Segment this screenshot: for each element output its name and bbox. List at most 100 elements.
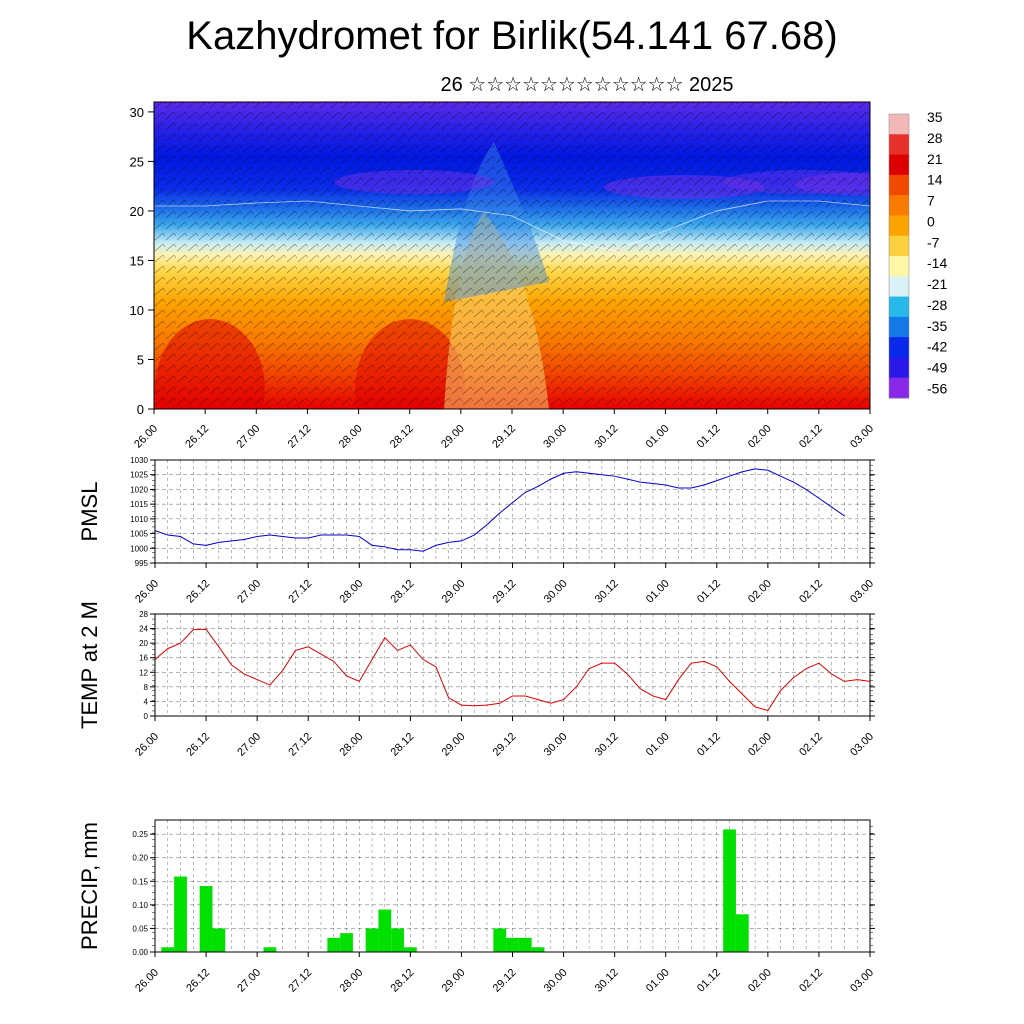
- page-title: Kazhydromet for Birlik(54.141 67.68): [186, 14, 838, 58]
- x-tick-label: 30.12: [593, 731, 621, 759]
- x-tick-label: 01.12: [695, 423, 723, 451]
- y-tick-label: 5: [137, 352, 144, 367]
- colorbar-label: 35: [927, 109, 943, 125]
- x-tick-label: 27.12: [286, 967, 314, 995]
- x-tick-label: 02.00: [746, 423, 774, 451]
- x-tick-label: 26.00: [133, 731, 161, 759]
- colorbar-label: -14: [927, 255, 947, 271]
- x-tick-label: 01.00: [644, 731, 672, 759]
- x-tick-label: 29.00: [439, 423, 467, 451]
- colorbar-swatch: [889, 174, 909, 196]
- colorbar-label: 7: [927, 193, 935, 209]
- precip-bar: [161, 947, 175, 952]
- series-line: [154, 628, 871, 712]
- x-tick-label: 28.00: [337, 578, 365, 606]
- y-tick-label: 8: [144, 683, 149, 692]
- colorbar: 35 28 21 14 7 0 -7 -14 -21 -28 -35 -42 -49 -56: [888, 109, 947, 399]
- heatmap-features: [154, 102, 870, 409]
- panel-frame: [154, 459, 871, 564]
- x-tick-label: 26.12: [184, 967, 212, 995]
- colorbar-swatch: [889, 276, 909, 298]
- y-tick-label: 1010: [130, 515, 148, 524]
- x-tick-label: 27.12: [286, 423, 314, 451]
- x-tick-label: 01.12: [695, 731, 723, 759]
- y-tick-label: 16: [139, 654, 148, 663]
- x-tick-label: 28.12: [389, 578, 417, 606]
- x-tick-label: 26.00: [132, 423, 160, 451]
- precip-bar: [212, 928, 226, 952]
- colorbar-swatch: [889, 215, 909, 237]
- y-tick-label: 0.15: [132, 877, 148, 886]
- x-tick-label: 02.12: [797, 967, 825, 995]
- x-tick-label: 02.00: [746, 967, 774, 995]
- colorbar-swatch: [889, 357, 909, 379]
- x-tick-label: 26.12: [183, 423, 211, 451]
- precip-bar: [365, 928, 379, 952]
- x-tick-label: 26.12: [184, 731, 212, 759]
- precip-panel: 0.00 0.05 0.10 0.15 0.20 0.25 26.00 26.12 27.00 2…: [77, 819, 876, 995]
- x-tick-label: 30.00: [542, 578, 570, 606]
- y-tick-label: 15: [130, 253, 144, 268]
- y-tick-label: 0.10: [132, 901, 148, 910]
- axis-title: TEMP at 2 M: [77, 601, 102, 729]
- x-tick-label: 29.12: [490, 423, 518, 451]
- y-tick-label: 4: [144, 697, 149, 706]
- precip-bar: [735, 914, 749, 952]
- axis-title: PMSL: [77, 482, 102, 542]
- y-tick-label: 0.20: [132, 854, 148, 863]
- y-tick-label: 995: [135, 559, 149, 568]
- tropopause-contour: [154, 200, 870, 251]
- x-tick-label: 27.00: [235, 967, 263, 995]
- pmsl-panel: 995 1000 1005 1010 1015 1020 1025 1030 26.00 26.1…: [77, 456, 876, 606]
- precip-bar: [174, 876, 187, 952]
- precip-bar: [506, 937, 519, 952]
- colorbar-swatch: [889, 154, 909, 176]
- colorbar-swatch: [889, 195, 909, 216]
- x-tick-label: 03.00: [848, 967, 876, 995]
- precip-bar: [723, 829, 736, 952]
- precip-bar: [531, 947, 545, 952]
- precip-bar: [327, 937, 341, 952]
- x-tick-label: 29.00: [440, 967, 468, 995]
- precip-bar: [340, 933, 353, 952]
- x-tick-label: 02.00: [746, 578, 774, 606]
- precip-bar: [199, 886, 213, 952]
- y-tick-label: 1015: [130, 500, 148, 509]
- x-tick-label: 27.00: [234, 423, 262, 451]
- y-tick-label: 0.05: [132, 924, 148, 933]
- precip-bar: [493, 928, 507, 952]
- y-tick-label: 1020: [130, 485, 148, 494]
- axis-title: PRECIP, mm: [77, 822, 102, 950]
- y-tick-label: 1030: [130, 456, 148, 465]
- y-tick-label: 1000: [130, 544, 148, 553]
- y-tick-label: 25: [130, 154, 144, 169]
- colorbar-swatch: [889, 235, 909, 257]
- x-tick-label: 02.12: [797, 578, 825, 606]
- x-tick-label: 03.00: [848, 578, 876, 606]
- colorbar-label: -42: [927, 339, 947, 355]
- y-tick-label: 24: [139, 625, 148, 634]
- x-tick-label: 27.12: [286, 731, 314, 759]
- x-tick-label: 30.12: [592, 423, 620, 451]
- x-tick-label: 01.00: [644, 578, 672, 606]
- x-tick-label: 02.00: [746, 731, 774, 759]
- x-tick-label: 30.00: [542, 731, 570, 759]
- y-tick-label: 10: [130, 303, 144, 318]
- x-tick-label: 28.00: [337, 731, 365, 759]
- x-tick-label: 29.00: [440, 578, 468, 606]
- y-tick-label: 0: [137, 402, 144, 417]
- x-tick-label: 30.12: [593, 578, 621, 606]
- x-tick-label: 26.00: [133, 578, 161, 606]
- x-tick-label: 30.00: [541, 423, 569, 451]
- x-tick-label: 29.00: [440, 731, 468, 759]
- y-tick-label: 20: [130, 204, 144, 219]
- y-tick-label: 0.00: [132, 948, 148, 957]
- x-tick-label: 26.12: [184, 578, 212, 606]
- colorbar-swatch: [889, 134, 909, 156]
- height-time-panel: 0 5 10 15 20 25 30 26.00 26.12 27.00 27.12 28.00 28.…: [130, 101, 876, 451]
- colorbar-label: -35: [927, 318, 947, 334]
- x-tick-label: 02.12: [797, 731, 825, 759]
- colorbar-swatch: [889, 114, 909, 135]
- precip-bar: [403, 947, 417, 952]
- colorbar-swatch: [889, 316, 909, 338]
